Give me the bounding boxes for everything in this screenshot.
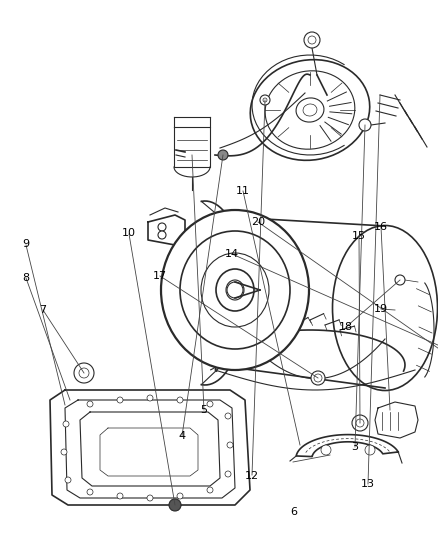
Circle shape [61, 449, 67, 455]
Text: 10: 10 [122, 229, 136, 238]
Text: 9: 9 [23, 239, 30, 249]
Text: 8: 8 [23, 273, 30, 282]
Ellipse shape [161, 210, 309, 370]
Text: 5: 5 [200, 406, 207, 415]
Circle shape [304, 32, 320, 48]
Circle shape [225, 471, 231, 477]
Polygon shape [296, 434, 398, 457]
Circle shape [177, 493, 183, 499]
Circle shape [177, 397, 183, 403]
Ellipse shape [201, 253, 269, 327]
Circle shape [260, 95, 270, 105]
Text: 6: 6 [290, 507, 297, 516]
Circle shape [147, 395, 153, 401]
Ellipse shape [226, 280, 244, 300]
Text: 17: 17 [153, 271, 167, 280]
Ellipse shape [296, 98, 324, 122]
Circle shape [227, 442, 233, 448]
Circle shape [359, 119, 371, 131]
Circle shape [117, 397, 123, 403]
Circle shape [63, 421, 69, 427]
Circle shape [365, 445, 375, 455]
Circle shape [207, 487, 213, 493]
Circle shape [227, 282, 243, 298]
Text: 19: 19 [374, 304, 388, 314]
Text: 14: 14 [225, 249, 239, 259]
Circle shape [218, 150, 228, 160]
Text: 18: 18 [339, 322, 353, 332]
Circle shape [207, 401, 213, 407]
Circle shape [158, 223, 166, 231]
Circle shape [308, 36, 316, 44]
Circle shape [87, 489, 93, 495]
Circle shape [321, 445, 331, 455]
Circle shape [79, 368, 89, 378]
Circle shape [356, 419, 364, 427]
Circle shape [395, 275, 405, 285]
Circle shape [147, 495, 153, 501]
Circle shape [117, 493, 123, 499]
Text: 20: 20 [251, 217, 265, 227]
Text: 12: 12 [245, 471, 259, 481]
Circle shape [158, 231, 166, 239]
Ellipse shape [180, 231, 290, 349]
Text: 16: 16 [374, 222, 388, 231]
Text: 7: 7 [39, 305, 46, 315]
Circle shape [311, 371, 325, 385]
Text: 11: 11 [236, 186, 250, 196]
Circle shape [352, 415, 368, 431]
Circle shape [169, 499, 181, 511]
Text: 13: 13 [361, 479, 375, 489]
Text: 4: 4 [178, 431, 185, 441]
Circle shape [225, 413, 231, 419]
Circle shape [87, 401, 93, 407]
Circle shape [263, 98, 267, 102]
Circle shape [65, 477, 71, 483]
Ellipse shape [303, 104, 317, 116]
Ellipse shape [216, 269, 254, 311]
Circle shape [74, 363, 94, 383]
Text: 15: 15 [352, 231, 366, 241]
Circle shape [314, 374, 322, 382]
Text: 3: 3 [351, 442, 358, 451]
